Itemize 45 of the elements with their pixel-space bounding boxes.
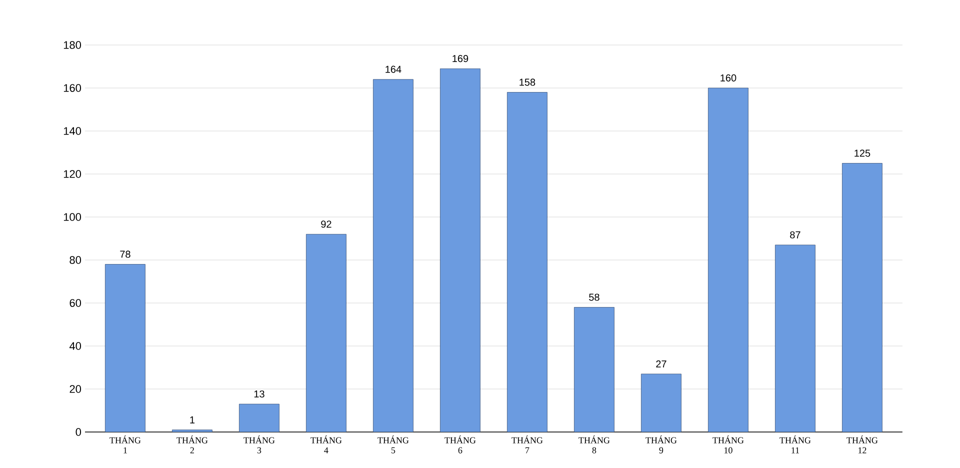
- x-tick-label: THÁNG 1: [110, 436, 141, 454]
- x-tick-label: THÁNG 11: [780, 436, 811, 454]
- y-tick-label: 80: [70, 256, 82, 264]
- bar: [775, 244, 816, 432]
- x-tick-label: THÁNG 8: [578, 436, 610, 454]
- data-label: 160: [720, 74, 736, 82]
- data-label: 58: [589, 294, 600, 301]
- bar: [708, 88, 748, 432]
- bar: [306, 234, 346, 432]
- x-tick-label: THÁNG 4: [310, 436, 342, 454]
- x-tick-label: THÁNG 7: [512, 436, 543, 454]
- y-tick-label: 40: [69, 342, 82, 350]
- y-tick-label: 180: [64, 41, 82, 49]
- data-label: 164: [386, 66, 402, 73]
- y-tick-label: 0: [76, 428, 82, 436]
- bar: [574, 307, 614, 432]
- x-tick-label: THÁNG 10: [712, 436, 744, 454]
- y-tick-label: 120: [64, 170, 82, 178]
- y-tick-label: 60: [70, 299, 82, 307]
- bar: [641, 374, 682, 432]
- data-label: 78: [120, 250, 130, 258]
- data-label: 158: [520, 78, 536, 86]
- y-tick-label: 20: [70, 385, 82, 393]
- data-label: 92: [321, 220, 332, 228]
- x-tick-label: THÁNG 9: [646, 436, 677, 454]
- y-tick-label: 160: [64, 84, 82, 92]
- x-tick-label: THÁNG 12: [846, 436, 878, 454]
- data-label: 13: [254, 390, 264, 398]
- bar: [373, 79, 414, 432]
- x-tick-label: THÁNG 6: [444, 436, 476, 454]
- bar: [105, 264, 146, 432]
- y-tick-label: 100: [64, 213, 82, 221]
- bar: [239, 404, 280, 432]
- x-tick-label: THÁNG 5: [378, 436, 409, 454]
- data-label: 87: [790, 231, 800, 238]
- data-label: 125: [854, 150, 870, 157]
- bar: [842, 163, 882, 432]
- data-label: 1: [190, 416, 195, 424]
- x-tick-label: THÁNG 3: [244, 436, 275, 454]
- bar: [440, 68, 480, 432]
- y-tick-label: 140: [64, 127, 82, 135]
- x-tick-label: THÁNG 2: [176, 436, 208, 454]
- data-label: 169: [452, 55, 468, 62]
- data-label: 27: [656, 360, 666, 368]
- bar: [507, 92, 548, 432]
